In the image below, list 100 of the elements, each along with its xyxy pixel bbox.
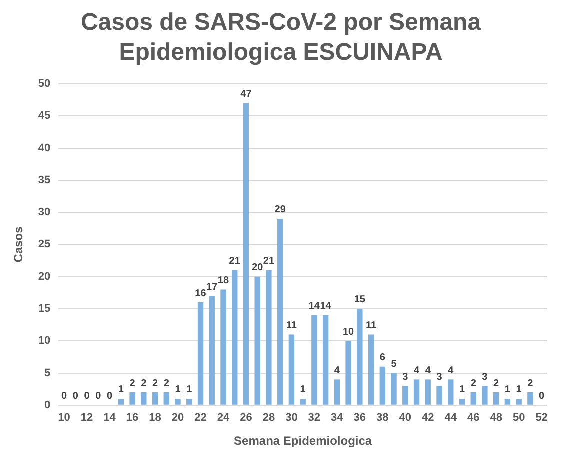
bar [425,380,431,405]
x-tick-label: 46 [467,412,480,424]
bar [436,386,442,405]
x-tick-label: 18 [149,412,162,424]
x-tick-label: 20 [172,412,184,424]
data-label: 11 [366,320,377,332]
data-label: 1 [186,384,193,396]
x-tick-label: 32 [308,412,321,424]
bar [448,380,454,405]
data-label: 47 [240,89,252,100]
data-label: 0 [72,391,79,402]
x-tick-label: 22 [194,412,207,424]
data-label: 0 [84,391,90,402]
bar [118,398,124,405]
data-label: 0 [62,391,68,402]
bar [402,386,408,405]
x-axis-title: Semana Epidemiologica [234,434,372,448]
bar [186,398,192,405]
data-label: 11 [286,320,298,332]
y-tick-label: 25 [38,238,51,251]
y-tick-label: 20 [38,270,51,283]
y-tick-label: 30 [38,206,51,219]
data-label: 29 [274,204,286,216]
data-label: 1 [516,384,522,396]
data-label: 3 [436,372,443,383]
bar [209,296,215,405]
bar [277,218,284,405]
x-tick-label: 48 [490,412,502,424]
x-tick-label: 30 [286,412,298,424]
y-tick-label: 35 [38,174,51,186]
x-tick-label: 40 [399,412,412,424]
x-tick-label: 52 [536,412,548,424]
data-label: 4 [414,365,420,376]
y-tick-label: 40 [38,142,51,154]
data-label: 0 [96,391,102,402]
x-tick-label: 26 [240,412,252,424]
bar [266,270,272,405]
y-tick-label: 5 [44,367,51,380]
data-label: 20 [252,262,264,274]
x-tick-label: 10 [58,412,70,424]
bar [220,290,226,405]
x-tick-label: 42 [422,412,434,424]
data-label: 18 [218,275,230,286]
bar [391,373,397,405]
bar [414,380,420,405]
data-label: 21 [263,256,275,268]
data-label: 17 [206,282,218,293]
x-tick-label: 16 [126,412,139,424]
bar [300,398,306,405]
data-label: 15 [354,294,366,306]
bar [322,315,329,405]
bar [312,315,318,405]
bar [175,398,181,405]
bar [493,392,500,405]
y-tick-label: 45 [38,110,51,122]
data-label: 14 [320,301,332,312]
bar [130,392,136,405]
data-label: 3 [482,372,488,383]
x-tick-label: 28 [262,412,276,424]
bar [288,334,295,405]
data-label: 2 [164,378,170,390]
x-tick-label: 12 [80,412,94,424]
data-label: 2 [528,378,534,390]
bar [459,398,466,405]
data-label: 0 [107,391,114,402]
x-tick-label: 50 [512,412,526,424]
bar [254,276,260,405]
chart-title: Casos de SARS-CoV-2 por Semana Epidemiologica ESCUINAPA [80,8,482,68]
data-label: 1 [175,384,182,396]
bar [164,392,170,405]
data-label: 1 [118,384,124,396]
bar [198,302,204,405]
data-label: 16 [195,288,207,300]
x-tick-label: 24 [217,412,230,424]
data-label: 10 [342,326,355,338]
bar [516,398,522,405]
bar [528,392,534,405]
x-tick-label: 38 [376,412,389,424]
bar [380,366,386,405]
x-tick-label: 44 [444,412,458,424]
bar [357,308,363,405]
data-label: 1 [300,384,306,396]
y-tick-label: 15 [38,303,51,316]
bar [470,392,476,405]
x-tick-label: 34 [331,412,344,424]
data-label: 1 [459,384,466,396]
data-label: 2 [470,378,477,390]
data-label: 2 [494,378,500,390]
data-label: 4 [334,365,340,376]
bar [346,341,352,405]
bar [141,392,147,405]
data-label: 21 [229,256,241,268]
bar [334,380,340,405]
data-label: 14 [308,301,320,312]
bar [243,103,250,405]
data-label: 2 [152,378,158,390]
data-label: 0 [539,391,546,402]
y-tick-label: 10 [38,335,51,348]
data-label: 4 [448,365,454,376]
bar [368,334,374,405]
